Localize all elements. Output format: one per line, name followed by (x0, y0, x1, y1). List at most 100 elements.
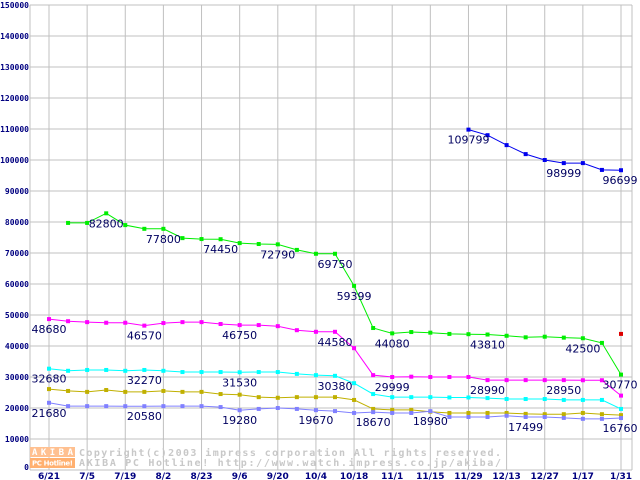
data-point (428, 330, 433, 335)
data-label: 19280 (222, 414, 257, 427)
data-point (294, 328, 299, 333)
data-label: 32270 (127, 374, 162, 387)
data-point (104, 367, 109, 372)
x-tick-label: 10/4 (305, 472, 327, 480)
data-point (485, 410, 490, 415)
data-point (85, 389, 90, 394)
data-point (447, 331, 452, 336)
y-tick-label: 90000 (5, 187, 29, 196)
data-point (599, 340, 604, 345)
data-point (256, 395, 261, 400)
data-point (466, 127, 471, 132)
x-tick-label: 7/19 (114, 472, 136, 480)
y-tick-label: 60000 (5, 280, 29, 289)
data-point (142, 323, 147, 328)
data-point (218, 237, 223, 242)
data-point (523, 397, 528, 402)
data-label: 29999 (375, 381, 410, 394)
data-point (371, 392, 376, 397)
data-point (123, 368, 128, 373)
data-point (561, 378, 566, 383)
y-tick-label: 130000 (0, 63, 29, 72)
data-point (542, 334, 547, 339)
data-point (180, 389, 185, 394)
data-label: 109799 (447, 134, 489, 147)
data-point (390, 375, 395, 380)
watermark: AKIBA PC Hotline! Copyright(c)2003 impre… (30, 447, 501, 469)
data-label: 30380 (318, 380, 353, 393)
data-point (352, 410, 357, 415)
data-point (580, 378, 585, 383)
data-label: 77800 (146, 233, 181, 246)
data-point (447, 375, 452, 380)
data-point (390, 410, 395, 415)
data-point (104, 211, 109, 216)
data-point (180, 236, 185, 241)
data-label: 20580 (127, 410, 162, 423)
x-tick-label: 8/23 (190, 472, 212, 480)
data-point (619, 416, 623, 421)
data-point (428, 395, 433, 400)
data-point (523, 378, 528, 383)
data-point (85, 404, 90, 409)
data-point (523, 335, 528, 340)
data-point (123, 223, 128, 228)
data-point (256, 370, 261, 375)
data-point (333, 251, 337, 256)
x-tick-label: 11/1 (381, 472, 403, 480)
data-point (466, 332, 471, 337)
data-point (47, 387, 51, 392)
y-tick-label: 10000 (5, 435, 29, 444)
data-point (523, 411, 528, 416)
y-tick-label: 20000 (5, 404, 29, 413)
data-point (485, 332, 490, 337)
data-point (599, 412, 604, 417)
y-tick-label: 40000 (5, 342, 29, 351)
data-point (199, 320, 204, 325)
data-point (580, 397, 585, 402)
data-point (104, 320, 109, 325)
x-tick-label: 12/27 (531, 472, 559, 480)
data-label: 28950 (546, 384, 581, 397)
data-point (542, 414, 547, 419)
x-tick-label: 11/29 (454, 472, 482, 480)
data-point (580, 410, 585, 415)
data-point (123, 389, 128, 394)
data-point (275, 242, 280, 247)
data-point (85, 220, 90, 225)
data-point (66, 368, 71, 373)
data-point (485, 133, 490, 138)
series-cyan (47, 366, 623, 411)
data-label: 74450 (203, 243, 238, 256)
series-blue (466, 127, 623, 173)
data-point (561, 415, 566, 420)
data-point (409, 374, 414, 379)
y-tick-label: 30000 (5, 373, 29, 382)
data-point (218, 321, 223, 326)
data-point (542, 378, 547, 383)
data-point (485, 378, 490, 383)
data-point (371, 410, 376, 415)
data-point (199, 370, 204, 375)
data-point (466, 414, 471, 419)
logo-top-box (30, 447, 75, 457)
series-lavender (47, 400, 623, 421)
data-label: 30770 (603, 379, 638, 392)
data-point (161, 404, 166, 409)
series-green (66, 211, 623, 377)
data-point (542, 158, 547, 162)
data-point (542, 397, 547, 402)
data-label: 32680 (32, 373, 67, 386)
data-point (199, 404, 204, 409)
y-tick-label: 110000 (0, 125, 29, 134)
x-tick-label: 11/15 (416, 472, 444, 480)
data-point (180, 370, 185, 375)
data-point (599, 397, 604, 402)
data-point (447, 410, 452, 415)
data-point (85, 320, 90, 325)
data-point (409, 410, 414, 415)
data-labels: 82800 77800 74450 72790 69750 59399 44080 43810… (32, 134, 638, 435)
data-point (352, 381, 357, 386)
y-tick-label: 70000 (5, 249, 29, 258)
data-point (561, 335, 566, 340)
